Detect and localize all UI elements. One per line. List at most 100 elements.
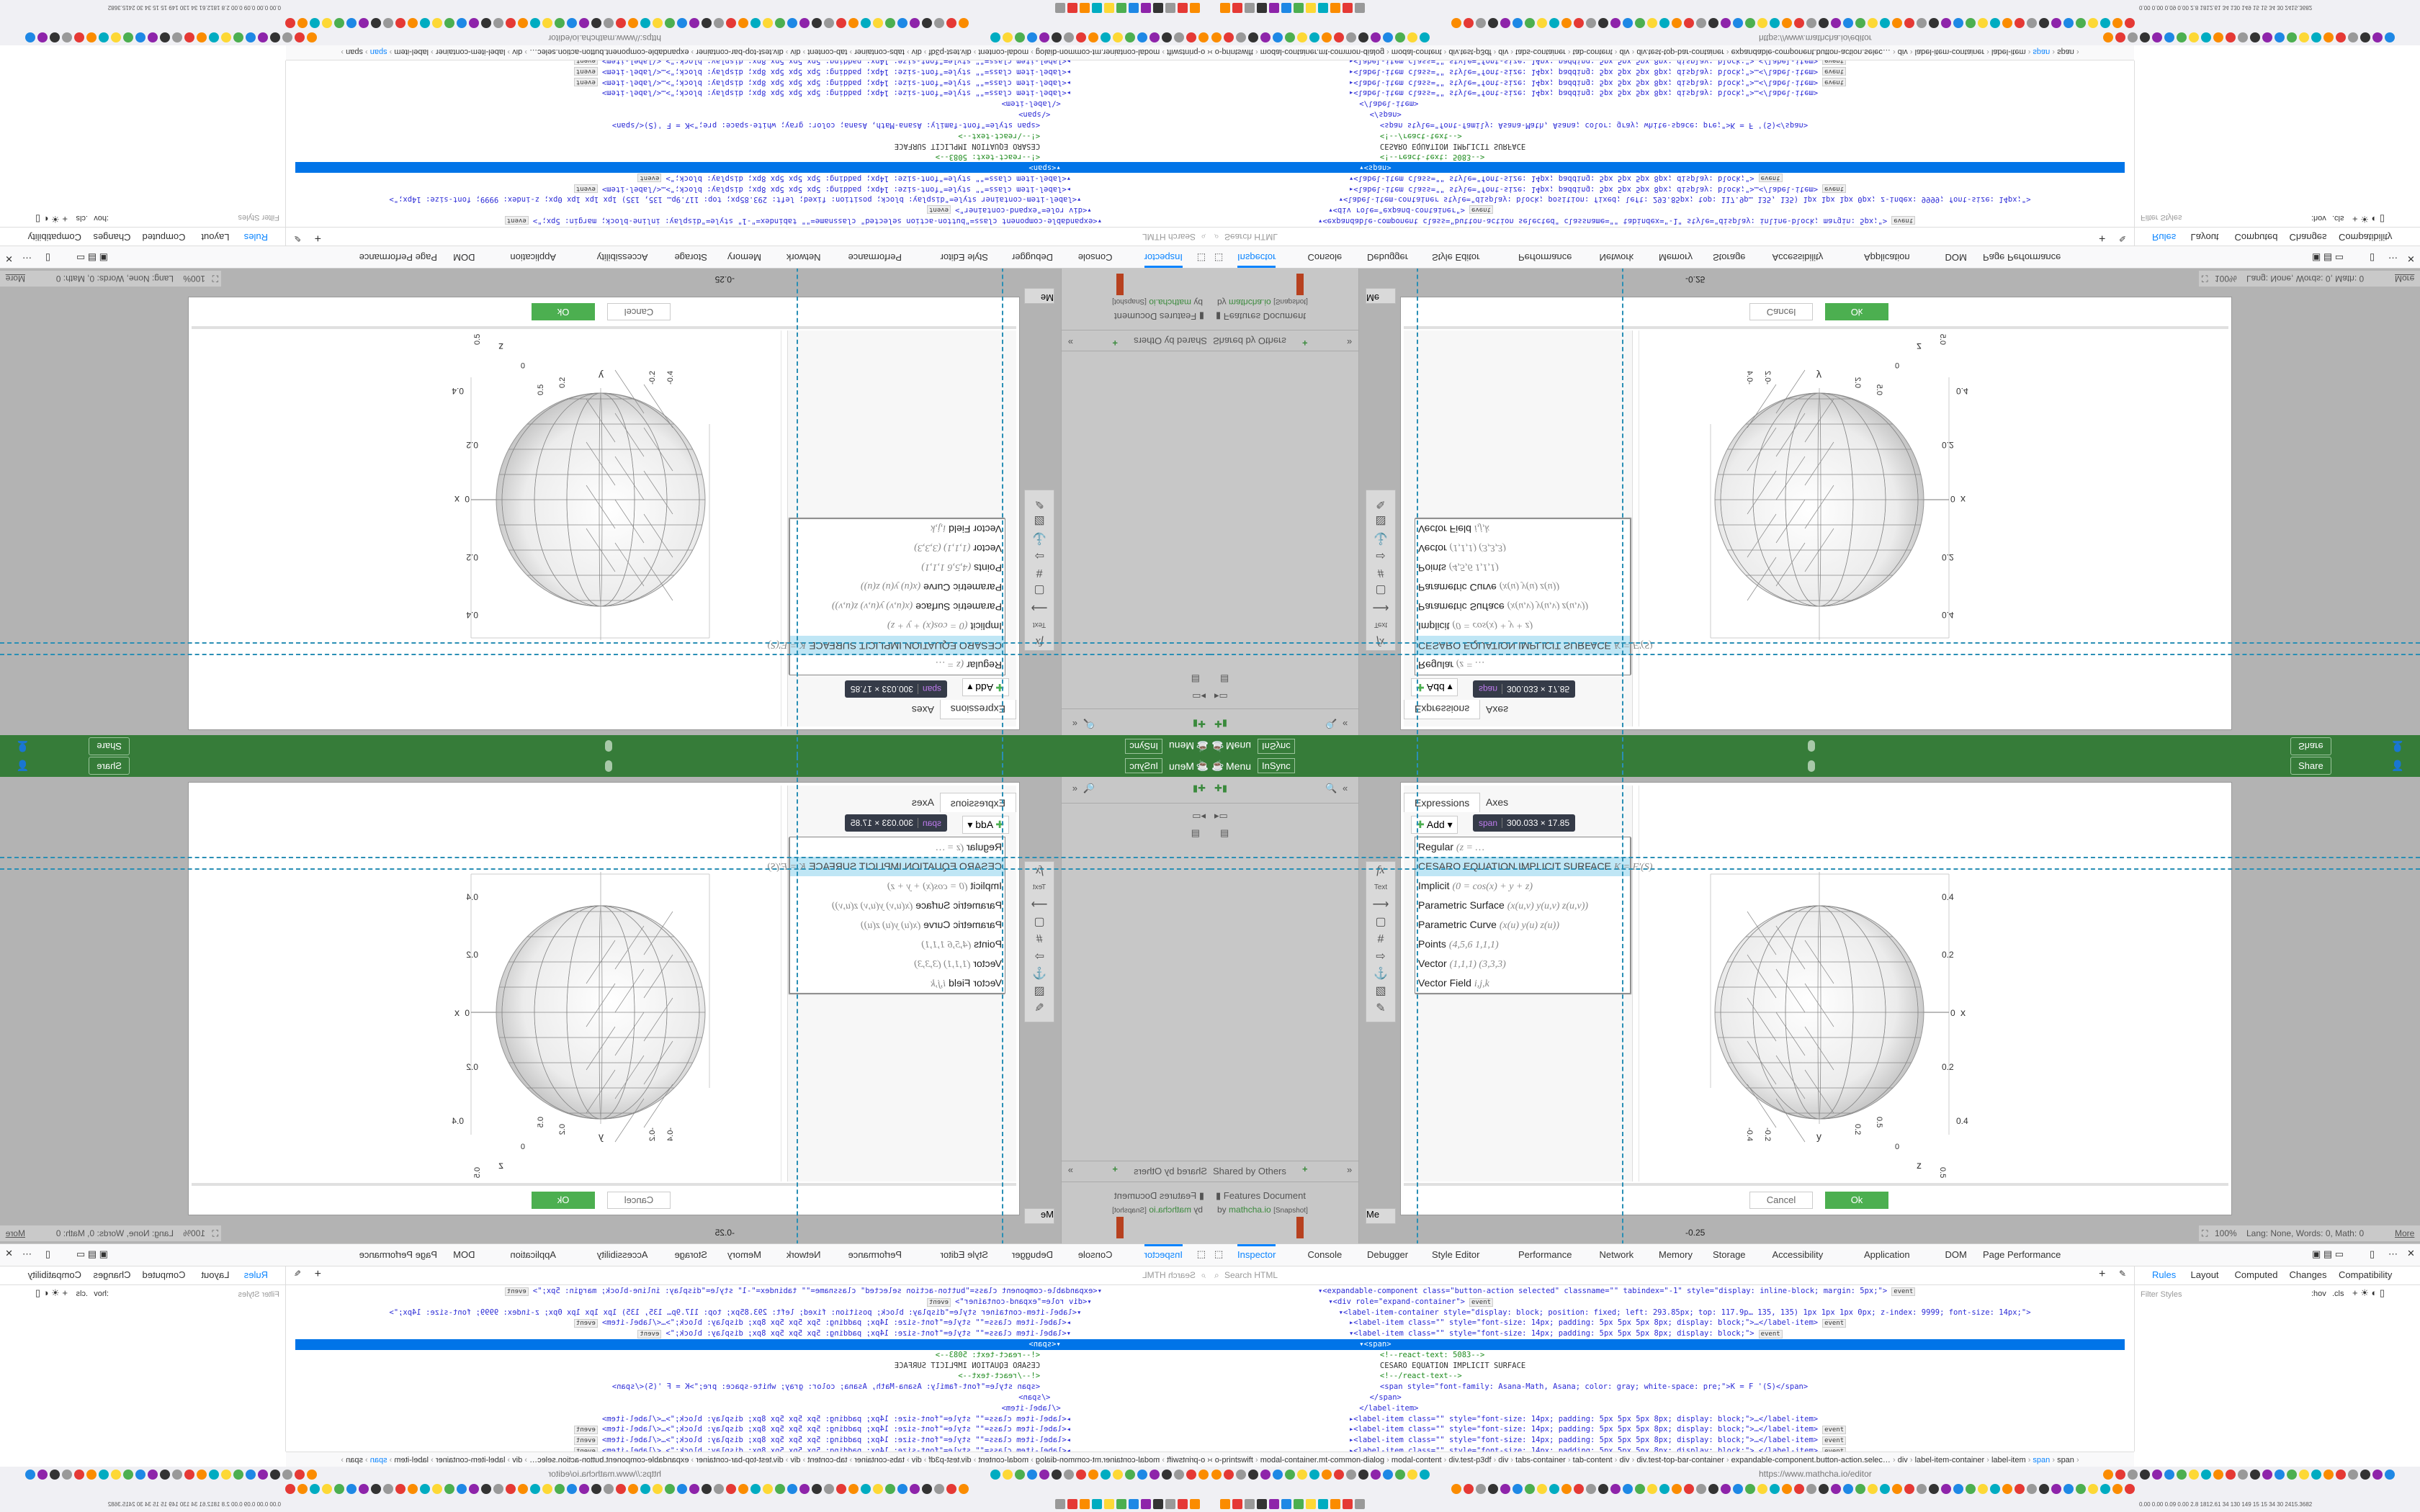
app-icon[interactable] <box>1198 32 1209 42</box>
anchor-tool-icon[interactable]: ⚓ <box>1032 968 1047 980</box>
app-icon[interactable] <box>2051 1484 2061 1494</box>
app-icon[interactable] <box>334 1484 344 1494</box>
app-icon[interactable] <box>2336 1470 2346 1480</box>
devtools-tab[interactable]: Inspector <box>1237 252 1276 263</box>
app-icon[interactable] <box>2115 32 2125 42</box>
search-icon[interactable]: 🔍 <box>1083 783 1095 793</box>
app-icon[interactable] <box>2189 32 2199 42</box>
html-node[interactable]: ▾<expandable-component class="button-act… <box>295 215 1210 226</box>
app-icon[interactable] <box>2027 1484 2037 1494</box>
app-icon[interactable] <box>1868 1484 1878 1494</box>
element-picker-icon[interactable]: ⬚ <box>1214 253 1224 264</box>
app-icon[interactable] <box>591 18 601 28</box>
cls-toggle[interactable]: .cls <box>2332 214 2344 222</box>
app-icon[interactable] <box>1464 18 1474 28</box>
breadcrumb-item[interactable]: span <box>346 48 363 56</box>
app-icon[interactable] <box>2063 1484 2074 1494</box>
app-icon[interactable] <box>861 18 871 28</box>
app-icon[interactable] <box>1322 1470 1332 1480</box>
app-icon[interactable] <box>1198 1470 1209 1480</box>
features-document-item[interactable]: ▮ Features Document <box>1114 310 1204 322</box>
app-icon[interactable] <box>307 32 317 42</box>
app-icon[interactable] <box>1549 18 1559 28</box>
app-icon[interactable] <box>1990 1484 2000 1494</box>
menu-button[interactable]: Menu <box>1226 760 1252 772</box>
app-icon[interactable] <box>1407 32 1417 42</box>
app-icon[interactable] <box>2039 1484 2049 1494</box>
breadcrumb-item[interactable]: div.test-top-bar-container <box>696 1456 784 1464</box>
breadcrumb-item[interactable]: div.test-p3df <box>1448 1456 1492 1464</box>
devtools-tab[interactable]: Network <box>786 252 821 263</box>
address-bar[interactable]: https://www.mathcha.io/editor <box>0 1467 1210 1482</box>
filter-styles-input[interactable]: Filter Styles <box>238 213 279 222</box>
app-icon[interactable] <box>444 18 454 28</box>
app-icon[interactable] <box>689 18 699 28</box>
html-node[interactable]: <span style="font-family: Asana-Math, As… <box>295 1382 1210 1392</box>
app-icon[interactable] <box>282 1470 292 1480</box>
app-icon[interactable] <box>689 1484 699 1494</box>
app-icon[interactable] <box>1211 1470 1222 1480</box>
app-icon[interactable] <box>738 18 748 28</box>
app-icon[interactable] <box>1076 32 1086 42</box>
app-icon[interactable] <box>1371 1470 1381 1480</box>
devtools-tab[interactable]: Performance <box>848 1249 902 1260</box>
devtools-tab[interactable]: Accessibility <box>596 1249 648 1260</box>
app-icon[interactable] <box>2226 1470 2236 1480</box>
breadcrumb-item[interactable]: tab-content <box>807 1456 848 1464</box>
sidebar-tab[interactable]: Compatibility <box>27 1269 81 1280</box>
app-icon[interactable] <box>282 32 292 42</box>
sidebar-tab[interactable]: Rules <box>2152 1269 2177 1280</box>
app-icon[interactable] <box>628 18 638 28</box>
shared-by-others-header[interactable]: Shared by Others + » <box>1210 1161 1358 1182</box>
app-icon[interactable] <box>481 18 491 28</box>
app-icon[interactable] <box>1309 1470 1319 1480</box>
app-icon[interactable] <box>2213 32 2223 42</box>
app-icon[interactable] <box>2250 32 2260 42</box>
app-icon[interactable] <box>702 18 712 28</box>
shape-tool-icon[interactable]: ▢ <box>1034 584 1045 596</box>
expression-type-item[interactable]: Vector (1,1,1) (3,3,3) <box>790 539 1005 558</box>
app-icon[interactable] <box>1306 1499 1316 1509</box>
app-icon[interactable] <box>1245 3 1255 13</box>
app-icon[interactable] <box>2002 18 2012 28</box>
responsive-icon[interactable]: ▯ <box>2370 1248 2375 1259</box>
app-icon[interactable] <box>530 1484 540 1494</box>
breadcrumb-item[interactable]: div <box>790 1456 801 1464</box>
add-icon[interactable]: + <box>1302 1164 1308 1174</box>
devtools-tab[interactable]: DOM <box>1945 252 1967 263</box>
expression-type-item[interactable]: Implicit (0 = cos(x) + y + z) <box>1415 616 1630 636</box>
app-icon[interactable] <box>1113 1470 1123 1480</box>
line-tool-icon[interactable]: ⟶ <box>1372 601 1389 613</box>
app-icon[interactable] <box>1129 3 1139 13</box>
breadcrumb-item[interactable]: div.test-p3df <box>928 1456 972 1464</box>
html-node[interactable]: ▸<label-item class="" style="font-size: … <box>1210 184 2125 194</box>
html-node[interactable]: <!--react-text: 5083--> <box>295 151 1210 162</box>
expression-type-item[interactable]: Parametric Curve (x(u) y(u) z(u)) <box>790 577 1005 597</box>
app-icon[interactable] <box>836 18 846 28</box>
new-document-icon[interactable]: ✚▮ <box>1192 783 1206 793</box>
folder-icon[interactable]: ▸▭ <box>1192 810 1206 821</box>
app-icon[interactable] <box>1525 1484 1535 1494</box>
author-link[interactable]: mathcha.io <box>1149 1205 1191 1215</box>
app-icon[interactable] <box>885 1484 895 1494</box>
devtools-tab[interactable]: Debugger <box>1367 252 1409 263</box>
line-tool-icon[interactable]: ⟶ <box>1031 601 1048 613</box>
event-badge[interactable]: event <box>1758 1330 1783 1339</box>
tab-axes[interactable]: Axes <box>911 796 934 808</box>
breadcrumb-item[interactable]: tabs-container <box>1515 1456 1566 1464</box>
app-icon[interactable] <box>1162 1470 1172 1480</box>
expression-type-item[interactable]: Points (4,5,6 1,1,1) <box>790 935 1005 954</box>
app-icon[interactable] <box>197 1470 207 1480</box>
app-icon[interactable] <box>2103 1470 2113 1480</box>
app-icon[interactable] <box>1721 1484 1731 1494</box>
app-icon[interactable] <box>1990 18 2000 28</box>
app-icon[interactable] <box>555 1484 565 1494</box>
app-icon[interactable] <box>1843 18 1853 28</box>
app-icon[interactable] <box>1831 1484 1841 1494</box>
app-icon[interactable] <box>1101 1470 1111 1480</box>
app-icon[interactable] <box>62 1470 72 1480</box>
app-icon[interactable] <box>518 1484 528 1494</box>
app-icon[interactable] <box>221 32 231 42</box>
app-icon[interactable] <box>1892 1484 1902 1494</box>
app-icon[interactable] <box>1150 1470 1160 1480</box>
